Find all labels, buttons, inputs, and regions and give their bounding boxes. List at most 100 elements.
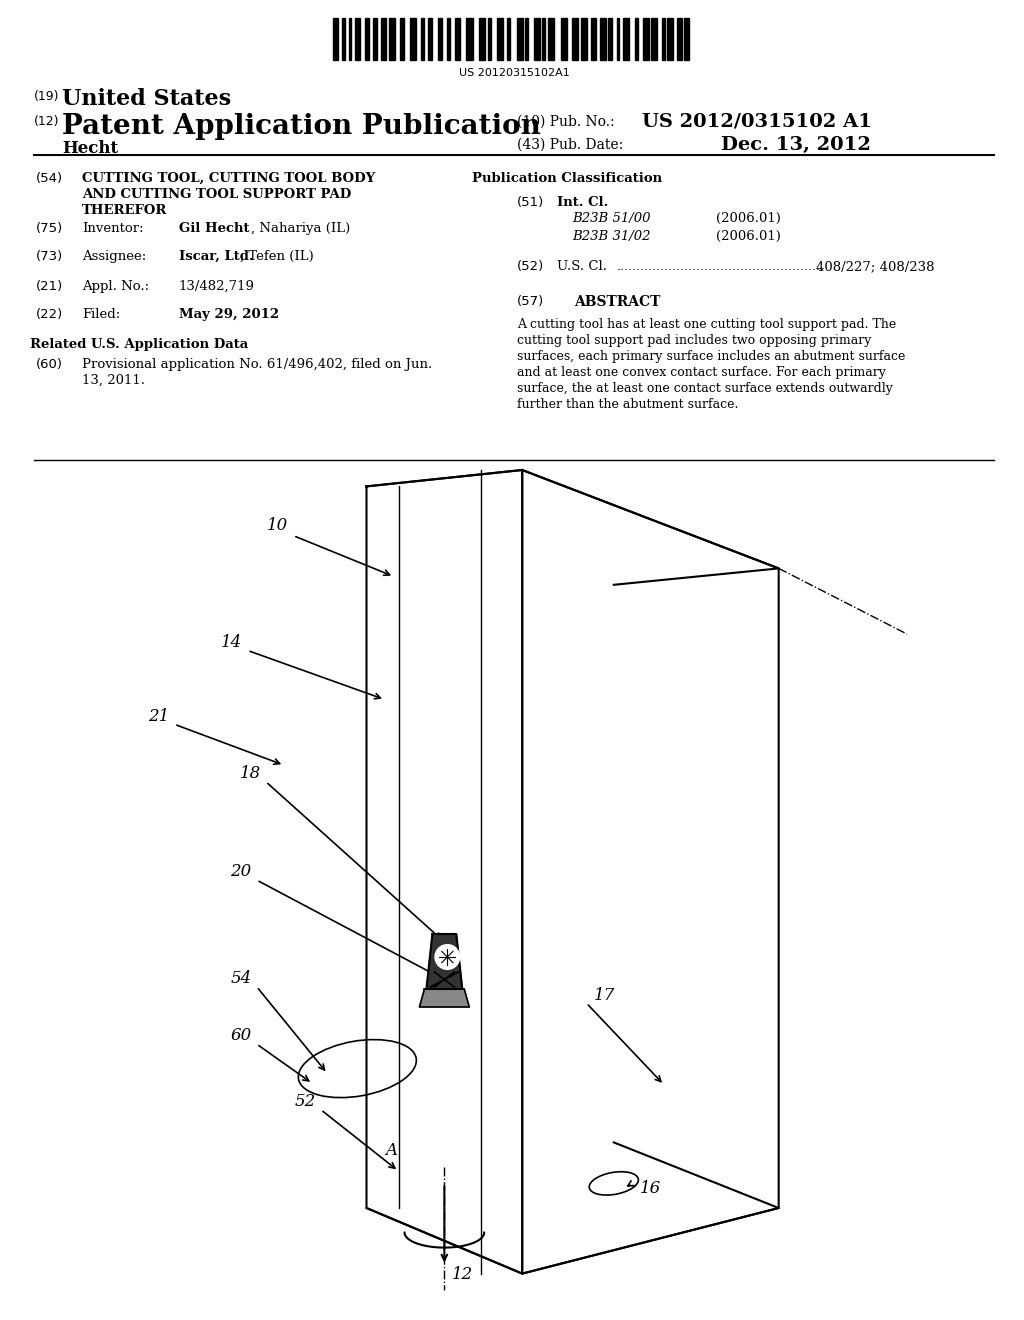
Bar: [333, 18, 338, 59]
Bar: [635, 18, 638, 59]
Text: (21): (21): [37, 280, 63, 293]
Text: (10) Pub. No.:: (10) Pub. No.:: [517, 115, 614, 129]
Bar: [438, 18, 442, 59]
Bar: [497, 18, 503, 59]
Text: (54): (54): [37, 172, 63, 185]
Bar: [543, 18, 545, 59]
Text: 54: 54: [230, 970, 252, 987]
Text: (51): (51): [517, 195, 545, 209]
Text: Related U.S. Application Data: Related U.S. Application Data: [30, 338, 248, 351]
Bar: [466, 18, 472, 59]
Text: Dec. 13, 2012: Dec. 13, 2012: [721, 136, 871, 154]
Text: (57): (57): [517, 294, 545, 308]
Text: 408/227; 408/238: 408/227; 408/238: [816, 260, 935, 273]
Bar: [400, 18, 404, 59]
Bar: [525, 18, 527, 59]
Bar: [591, 18, 596, 59]
Text: A: A: [385, 1142, 397, 1159]
Text: ....................................................: ........................................…: [616, 260, 824, 273]
Text: A cutting tool has at least one cutting tool support pad. The: A cutting tool has at least one cutting …: [517, 318, 896, 331]
Bar: [365, 18, 369, 59]
Bar: [389, 18, 395, 59]
Bar: [428, 18, 432, 59]
Text: 13, 2011.: 13, 2011.: [82, 374, 145, 387]
Text: 12: 12: [453, 1266, 473, 1283]
Text: Publication Classification: Publication Classification: [472, 172, 663, 185]
Text: May 29, 2012: May 29, 2012: [179, 308, 279, 321]
Text: US 2012/0315102 A1: US 2012/0315102 A1: [642, 114, 871, 131]
Text: (73): (73): [37, 249, 63, 263]
Text: 20: 20: [230, 863, 252, 880]
Text: Hecht: Hecht: [62, 140, 119, 157]
Text: Filed:: Filed:: [82, 308, 121, 321]
Bar: [534, 18, 540, 59]
Text: 10: 10: [267, 517, 288, 535]
Text: (75): (75): [37, 222, 63, 235]
Text: 18: 18: [240, 766, 261, 781]
Text: Iscar, Ltd.: Iscar, Ltd.: [179, 249, 253, 263]
Bar: [349, 18, 351, 59]
Text: U.S. Cl.: U.S. Cl.: [557, 260, 607, 273]
Text: 13/482,719: 13/482,719: [179, 280, 255, 293]
Bar: [651, 18, 657, 59]
Text: 21: 21: [147, 708, 169, 725]
Text: US 20120315102A1: US 20120315102A1: [459, 69, 569, 78]
Text: United States: United States: [62, 88, 231, 110]
Bar: [677, 18, 682, 59]
Text: AND CUTTING TOOL SUPPORT PAD: AND CUTTING TOOL SUPPORT PAD: [82, 187, 351, 201]
Bar: [548, 18, 554, 59]
Text: (19): (19): [35, 90, 59, 103]
Text: (43) Pub. Date:: (43) Pub. Date:: [517, 139, 624, 152]
Text: Int. Cl.: Int. Cl.: [557, 195, 608, 209]
Text: Provisional application No. 61/496,402, filed on Jun.: Provisional application No. 61/496,402, …: [82, 358, 432, 371]
Text: and at least one convex contact surface. For each primary: and at least one convex contact surface.…: [517, 366, 886, 379]
Text: , Tefen (IL): , Tefen (IL): [241, 249, 314, 263]
Text: Appl. No.:: Appl. No.:: [82, 280, 150, 293]
Text: 60: 60: [230, 1027, 252, 1044]
Text: (22): (22): [37, 308, 63, 321]
Polygon shape: [426, 935, 462, 989]
Text: THEREFOR: THEREFOR: [82, 205, 168, 216]
Text: 14: 14: [221, 634, 243, 651]
Text: further than the abutment surface.: further than the abutment surface.: [517, 399, 738, 411]
Text: , Nahariya (IL): , Nahariya (IL): [252, 222, 350, 235]
Bar: [355, 18, 360, 59]
Bar: [421, 18, 424, 59]
Polygon shape: [420, 989, 469, 1007]
Bar: [456, 18, 460, 59]
Bar: [667, 18, 673, 59]
Text: (2006.01): (2006.01): [717, 213, 781, 224]
Text: CUTTING TOOL, CUTTING TOOL BODY: CUTTING TOOL, CUTTING TOOL BODY: [82, 172, 376, 185]
Bar: [446, 18, 451, 59]
Bar: [516, 18, 522, 59]
Circle shape: [435, 945, 460, 969]
Bar: [507, 18, 510, 59]
Bar: [411, 18, 416, 59]
Bar: [623, 18, 629, 59]
Bar: [608, 18, 612, 59]
Bar: [684, 18, 689, 59]
Bar: [582, 18, 588, 59]
Bar: [571, 18, 578, 59]
Text: B23B 51/00: B23B 51/00: [572, 213, 650, 224]
Text: Patent Application Publication: Patent Application Publication: [62, 114, 541, 140]
Bar: [663, 18, 665, 59]
Bar: [642, 18, 648, 59]
Bar: [478, 18, 484, 59]
Bar: [600, 18, 606, 59]
Text: (2006.01): (2006.01): [717, 230, 781, 243]
Text: ABSTRACT: ABSTRACT: [573, 294, 660, 309]
Text: surfaces, each primary surface includes an abutment surface: surfaces, each primary surface includes …: [517, 350, 905, 363]
Bar: [616, 18, 620, 59]
Bar: [381, 18, 386, 59]
Text: Gil Hecht: Gil Hecht: [179, 222, 249, 235]
Text: Assignee:: Assignee:: [82, 249, 146, 263]
Text: 17: 17: [594, 986, 615, 1003]
Text: 52: 52: [295, 1093, 315, 1110]
Text: B23B 31/02: B23B 31/02: [572, 230, 650, 243]
Text: 16: 16: [640, 1180, 662, 1197]
Text: cutting tool support pad includes two opposing primary: cutting tool support pad includes two op…: [517, 334, 871, 347]
Text: Inventor:: Inventor:: [82, 222, 143, 235]
Text: (12): (12): [35, 115, 59, 128]
Text: (52): (52): [517, 260, 545, 273]
